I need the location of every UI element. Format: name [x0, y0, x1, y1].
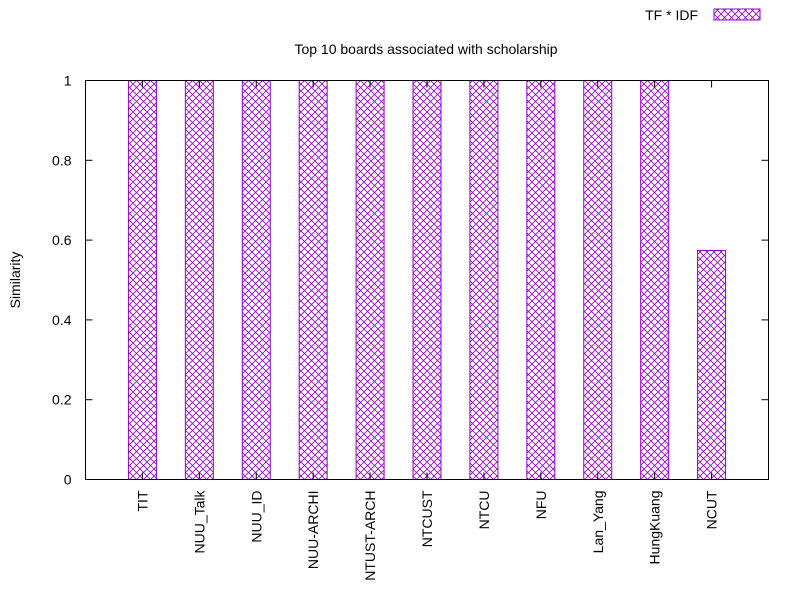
bar-ntcust [412, 80, 442, 480]
plot-frame [85, 80, 769, 480]
y-tick-label: 0.2 [52, 392, 72, 408]
x-tick-label: TIT [134, 490, 150, 511]
x-tick-label: NTUST-ARCH [362, 491, 378, 581]
y-tick-label: 0.8 [52, 152, 72, 168]
x-axis-ticks: TIT NUU_Talk NUU_ID NUU-ARCHI NTUST-ARCH NTCU… [134, 80, 720, 581]
bar-tit [127, 80, 157, 480]
legend-label: TF * IDF [645, 7, 698, 23]
bar-nuu-archi [298, 80, 328, 480]
x-tick-label: NUU_Talk [191, 490, 207, 554]
y-axis-ticks: 0 0.2 0.4 0.6 0.8 1 [52, 73, 769, 488]
bar-nuu-talk [184, 80, 214, 480]
bar-ntust-arch [355, 80, 385, 480]
x-tick-label: NTCUST [419, 490, 435, 547]
y-tick-label: 1 [64, 73, 72, 89]
bar-nfu [526, 80, 556, 480]
x-tick-label: NUU-ARCHI [305, 491, 321, 570]
bar-ntcu [469, 80, 499, 480]
x-tick-label: NCUT [704, 490, 720, 529]
x-tick-label: NUU_ID [248, 491, 264, 543]
y-axis-label: Similarity [7, 252, 23, 309]
bar-ncut [697, 249, 727, 480]
bar-lan-yang [583, 80, 613, 480]
bars [127, 80, 727, 480]
y-tick-label: 0 [64, 472, 72, 488]
legend: TF * IDF [645, 7, 761, 23]
legend-swatch [713, 8, 761, 21]
x-tick-label: Lan_Yang [590, 491, 606, 554]
bar-nuu-id [241, 80, 271, 480]
x-tick-label: NTCU [476, 491, 492, 530]
x-tick-label: NFU [533, 491, 549, 520]
bar-hungkuang [640, 80, 670, 480]
x-tick-label: HungKuang [647, 491, 663, 565]
y-tick-label: 0.6 [52, 232, 72, 248]
y-tick-label: 0.4 [52, 312, 72, 328]
chart-title: Top 10 boards associated with scholarshi… [294, 41, 557, 57]
